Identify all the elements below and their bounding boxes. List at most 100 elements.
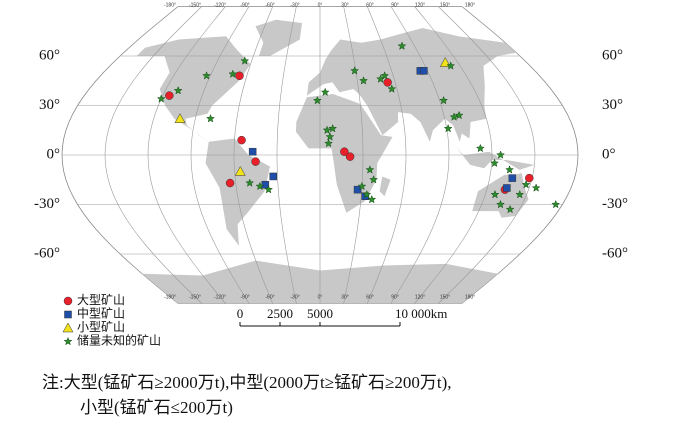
lat-label-right: 0° [602,146,616,162]
legend-label: 中型矿山 [77,305,125,320]
lon-label-top: 120° [415,2,425,8]
lon-label-bottom: -150° [189,294,201,300]
mine-unknown [362,189,372,199]
mine-unknown [446,61,456,70]
mine-small [62,322,74,333]
lon-label-bottom: 60° [366,294,374,300]
lat-label-right: -30° [602,196,628,212]
lon-label-top: 0° [318,2,323,8]
lon-label-bottom: 90° [391,294,399,300]
mine-unknown [505,204,515,214]
lon-label-bottom: 180° [465,294,475,300]
mine-unknown [490,189,500,199]
mine-unknown [551,199,561,209]
mine-unknown [380,71,390,80]
lat-label-right: 30° [602,97,623,113]
lon-label-bottom: -90° [240,294,249,300]
mine-large [235,71,244,81]
land-mass [255,19,302,56]
mine-unknown [240,56,250,65]
lat-label-left: -60° [34,245,60,261]
mine-unknown [443,123,453,133]
mine-unknown [515,189,525,199]
mine-unknown [322,125,332,135]
mine-large [165,91,174,100]
mine-unknown [320,87,330,97]
mine-unknown [397,41,407,50]
lon-label-top: 180° [465,2,475,8]
mine-unknown [439,95,449,105]
scale-label: 10 000km [395,306,447,321]
mine-unknown [521,179,531,189]
mine-unknown [245,178,255,187]
land-mass [472,173,529,218]
mine-unknown [328,123,338,133]
mine-unknown [63,336,73,346]
mine-unknown [369,175,379,184]
mine-unknown [228,69,238,78]
mine-medium [269,172,277,181]
land-mass [306,27,517,142]
mine-large [345,152,355,161]
lat-label-right: -60° [602,245,628,261]
land-mass [136,36,251,142]
legend-label: 大型矿山 [77,293,125,307]
mine-unknown [365,165,375,174]
mine-unknown [156,94,166,103]
lon-label-bottom: -30° [290,294,299,300]
mine-unknown [505,165,515,174]
mine-medium [353,185,362,194]
mine-large [525,173,534,183]
lon-label-top: -90° [240,2,249,8]
lat-label-left: 0° [47,146,61,162]
mine-unknown [357,181,367,191]
lon-label-top: -30° [290,2,299,8]
mine-markers [156,41,561,214]
mine-unknown [264,184,274,194]
mine-unknown [475,143,485,153]
mine-unknown [387,84,397,93]
mine-unknown [367,194,377,204]
mine-large [383,78,392,87]
lon-label-top: 90° [391,2,399,8]
lon-label-bottom: 30° [341,294,349,300]
mine-medium [503,184,511,192]
lon-label-top: -150° [189,2,201,8]
mine-medium [64,310,72,319]
lat-label-left: 60° [39,47,60,63]
mine-unknown [324,138,334,148]
lat-label-right: 60° [602,47,623,63]
mine-large [251,157,260,166]
land-mass [455,146,535,170]
mine-large [63,296,73,306]
lat-label-left: 30° [39,97,60,113]
mine-unknown [202,71,212,80]
lon-label-top: -120° [214,2,226,8]
note: 小型(锰矿石≤200万t) [80,398,233,417]
labels: 60° 60° 30° 30° 0° 0° -30° -30° -60° -60° -180° -18… [34,2,628,347]
lon-label-bottom: -120° [214,294,226,300]
note: 注:大型(锰矿石≥2000万t),中型(2000万t≥锰矿石≥200万t), [42,373,452,392]
mine-large [340,147,349,156]
mine-unknown [350,66,360,75]
lon-label-bottom: -180° [164,294,176,300]
lat-label-left: -30° [34,196,60,212]
lon-label-top: 150° [440,2,450,8]
mine-large [237,135,246,145]
lon-label-bottom: -60° [265,294,274,300]
lon-label-top: -180° [164,2,176,8]
mine-unknown [531,183,541,192]
mine-small [234,165,246,176]
mine-medium [508,174,517,182]
land-mass [379,176,391,197]
mine-unknown [173,85,183,95]
mine-unknown [490,158,500,168]
scale-label: 2500 [267,306,293,321]
mine-unknown [496,150,506,159]
lon-label-bottom: 0° [318,294,323,300]
mine-unknown [312,95,322,105]
mine-unknown [454,110,464,120]
legend-label: 储量未知的矿山 [77,332,161,347]
